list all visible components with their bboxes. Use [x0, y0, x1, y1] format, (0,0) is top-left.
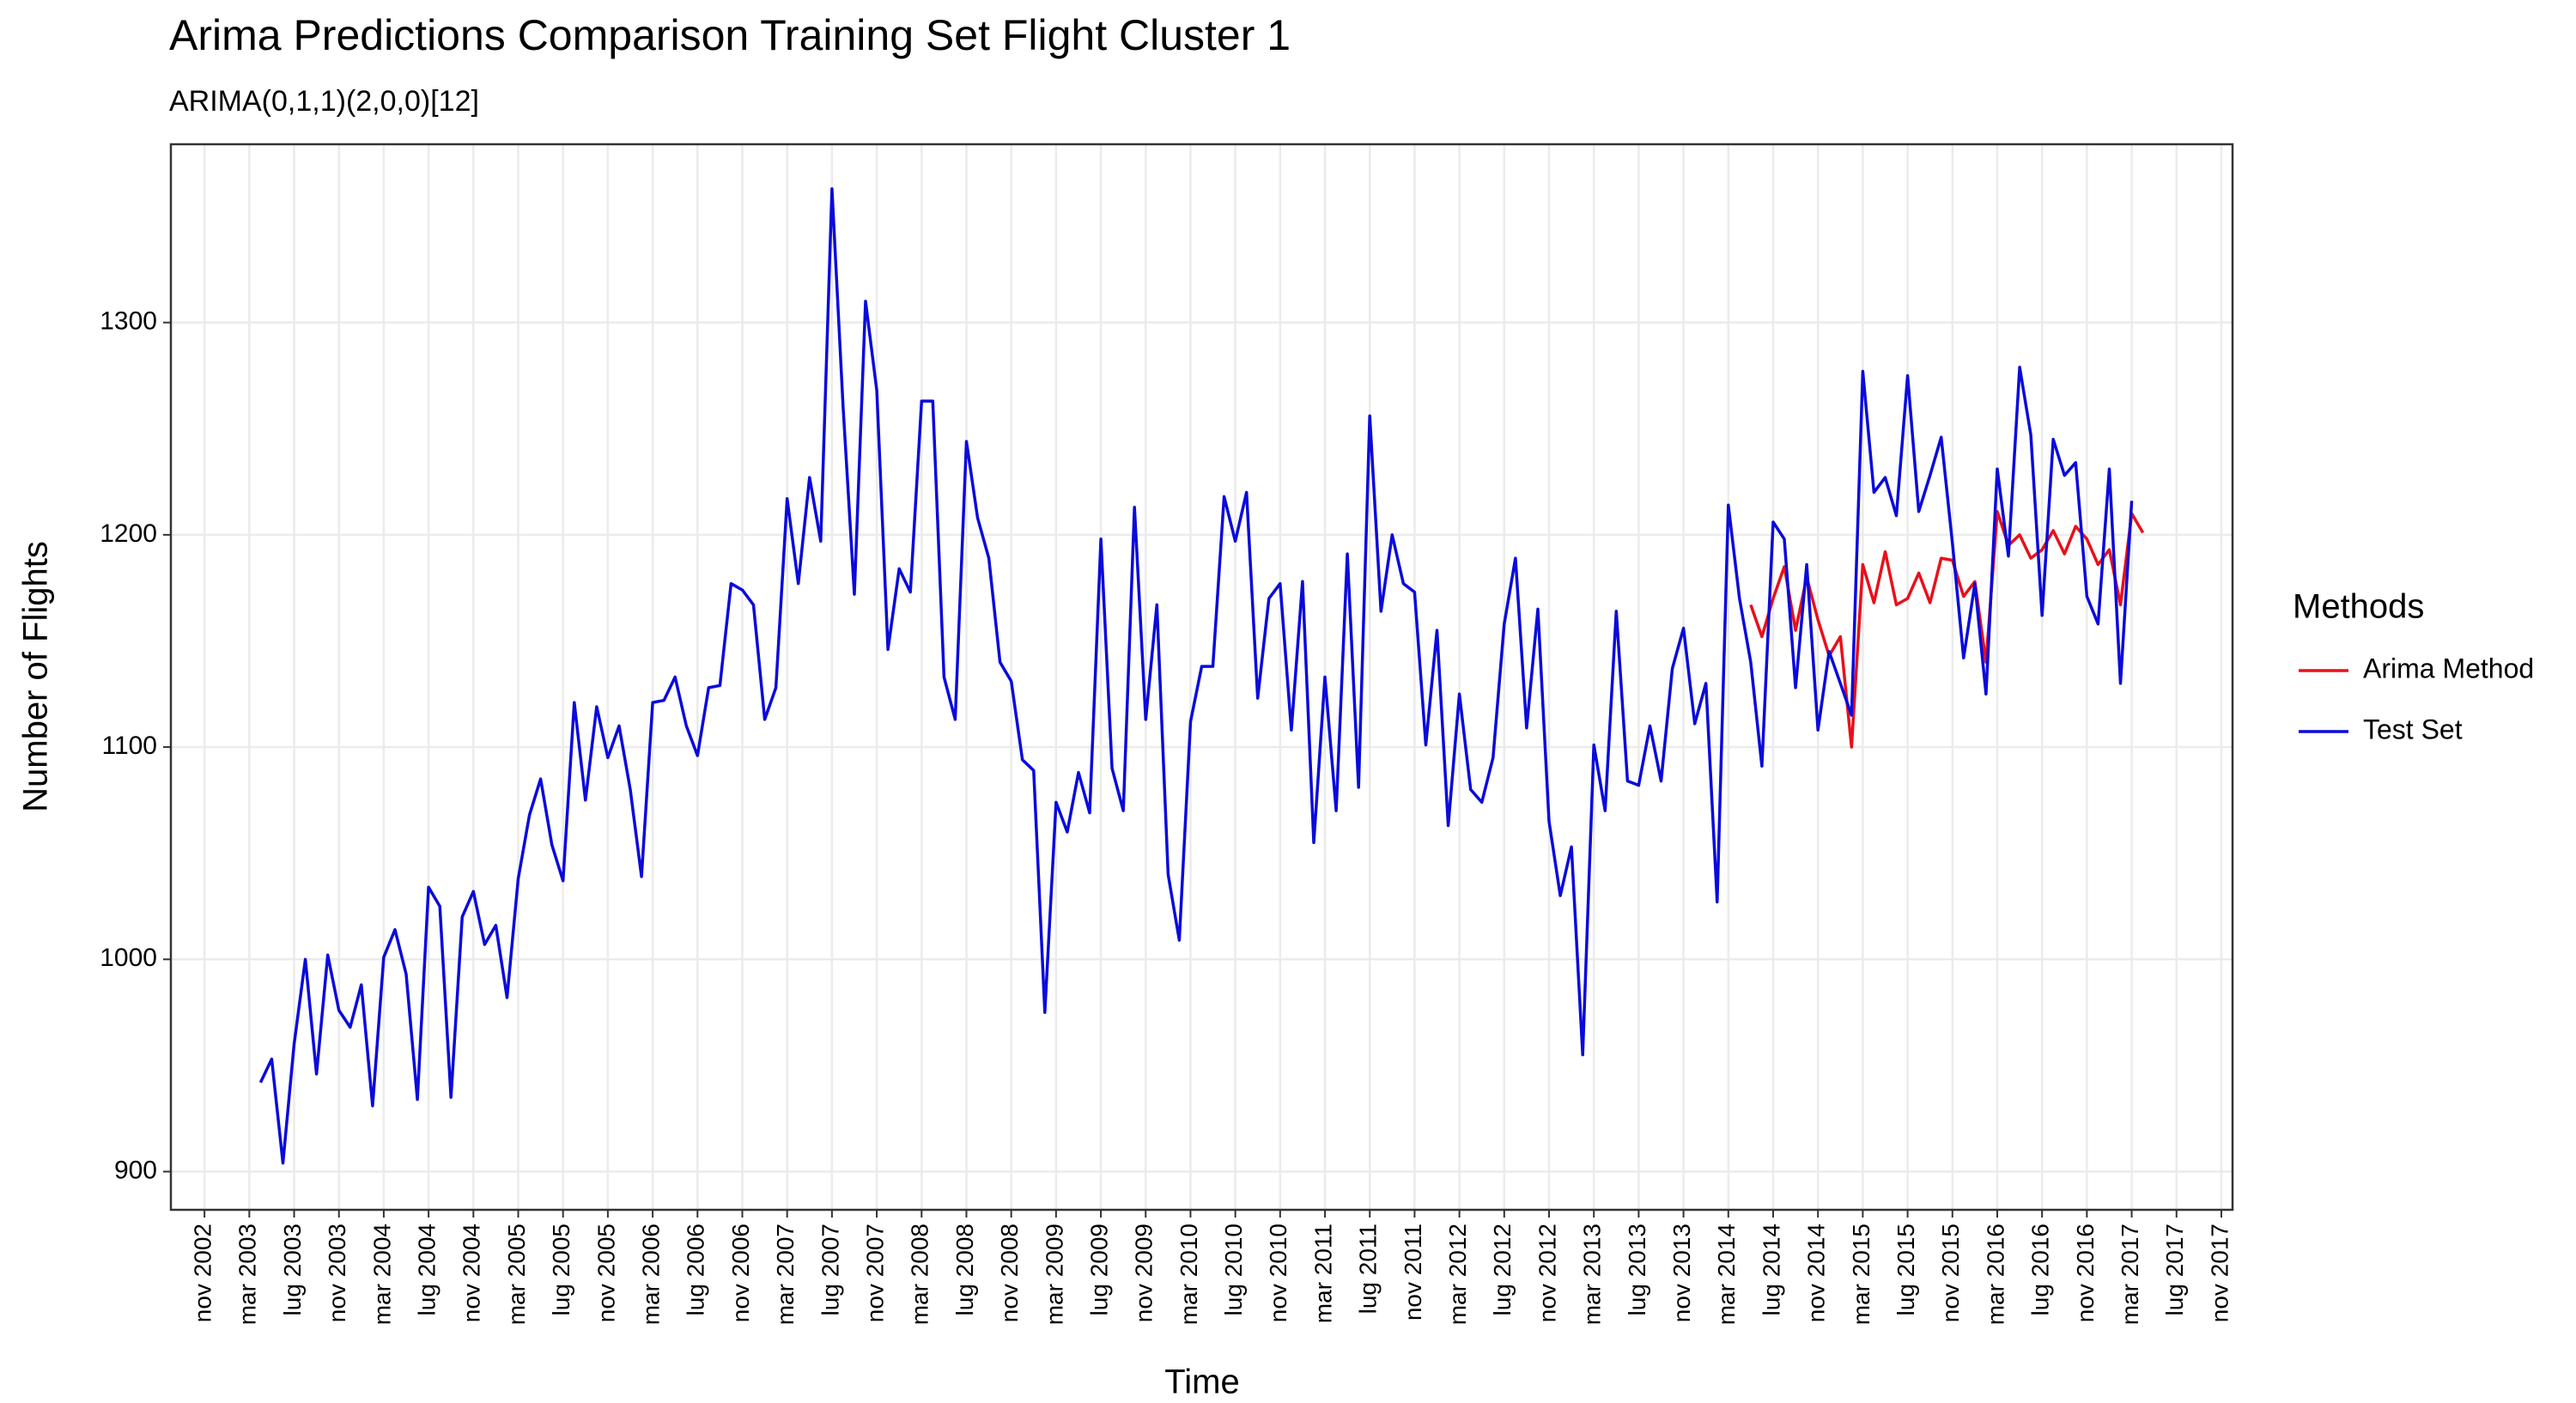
legend-label: Arima Method [2363, 653, 2534, 683]
series-line [258, 187, 2134, 1165]
x-tick-label: lug 2005 [548, 1224, 574, 1315]
plot-area [171, 144, 2233, 1210]
x-tick-label: lug 2003 [279, 1224, 306, 1315]
x-tick-label: mar 2012 [1444, 1224, 1471, 1325]
legend-label: Test Set [2363, 714, 2463, 744]
x-tick-label: nov 2013 [1668, 1224, 1695, 1322]
x-tick-label: mar 2006 [637, 1224, 664, 1325]
x-tick-label: mar 2009 [1041, 1224, 1067, 1325]
chart-subtitle: ARIMA(0,1,1)(2,0,0)[12] [169, 85, 479, 118]
y-axis-title: Number of Flights [17, 541, 55, 812]
x-tick-label: nov 2002 [190, 1224, 216, 1322]
x-tick-label: mar 2014 [1713, 1224, 1740, 1325]
grid [171, 144, 2233, 1210]
x-tick-label: lug 2014 [1758, 1224, 1784, 1315]
x-tick-label: lug 2008 [951, 1224, 978, 1315]
x-tick-label: mar 2015 [1848, 1224, 1874, 1325]
x-tick-label: nov 2012 [1534, 1224, 1560, 1322]
x-tick-label: nov 2017 [2206, 1224, 2233, 1322]
x-tick-label: mar 2010 [1176, 1224, 1202, 1325]
x-tick-label: nov 2015 [1937, 1224, 1964, 1322]
x-tick-label: nov 2010 [1265, 1224, 1291, 1322]
x-tick-label: lug 2016 [2027, 1224, 2054, 1315]
x-tick-label: lug 2017 [2161, 1224, 2188, 1315]
x-tick-label: nov 2006 [727, 1224, 754, 1322]
y-tick-label: 1300 [100, 307, 157, 336]
x-tick-label: nov 2016 [2072, 1224, 2099, 1322]
series-line [1749, 509, 2145, 749]
plot-border [169, 143, 2234, 1212]
x-tick-label: lug 2012 [1489, 1224, 1516, 1315]
x-tick-label: mar 2004 [368, 1224, 395, 1325]
x-tick-label: nov 2005 [592, 1224, 619, 1322]
x-tick-label: lug 2011 [1355, 1224, 1382, 1314]
x-tick-label: lug 2010 [1220, 1224, 1247, 1315]
chart-title: Arima Predictions Comparison Training Se… [169, 11, 1291, 59]
y-tick-label: 1000 [100, 944, 157, 972]
x-tick-label: nov 2009 [1131, 1224, 1157, 1322]
x-tick-label: lug 2015 [1893, 1224, 1919, 1315]
x-tick-label: nov 2011 [1400, 1224, 1426, 1321]
x-tick-label: mar 2008 [907, 1224, 933, 1325]
x-tick-label: mar 2017 [2117, 1224, 2143, 1325]
x-tick-label: nov 2007 [861, 1224, 888, 1322]
x-tick-label: mar 2007 [772, 1224, 799, 1325]
legend-title: Methods [2293, 588, 2424, 626]
x-tick-label: lug 2009 [1085, 1224, 1112, 1315]
legend: Methods Arima Method Test Set [2293, 588, 2534, 745]
x-tick-label: mar 2011 [1309, 1224, 1336, 1323]
x-tick-label: nov 2014 [1803, 1224, 1830, 1322]
x-tick-label: mar 2016 [1982, 1224, 2008, 1325]
x-tick-label: mar 2003 [234, 1224, 261, 1325]
x-tick-label: lug 2007 [817, 1224, 843, 1315]
x-tick-label: mar 2005 [503, 1224, 530, 1325]
series-lines [258, 187, 2145, 1165]
x-tick-label: lug 2006 [683, 1224, 709, 1315]
x-tick-label: mar 2013 [1579, 1224, 1606, 1325]
y-tick-label: 1200 [100, 519, 157, 548]
x-tick-label: nov 2004 [459, 1224, 485, 1322]
x-tick-label: lug 2004 [414, 1224, 440, 1315]
x-axis-title: Time [1164, 1364, 1239, 1401]
axes: 900 1000 1100 1200 1300 nov 2002 mar 2003 lug 2… [100, 307, 2233, 1326]
y-tick-label: 1100 [101, 732, 157, 760]
x-tick-label: nov 2008 [996, 1224, 1023, 1322]
x-tick-label: lug 2013 [1624, 1224, 1650, 1315]
x-tick-label: nov 2003 [324, 1224, 350, 1322]
y-tick-label: 900 [114, 1156, 157, 1184]
